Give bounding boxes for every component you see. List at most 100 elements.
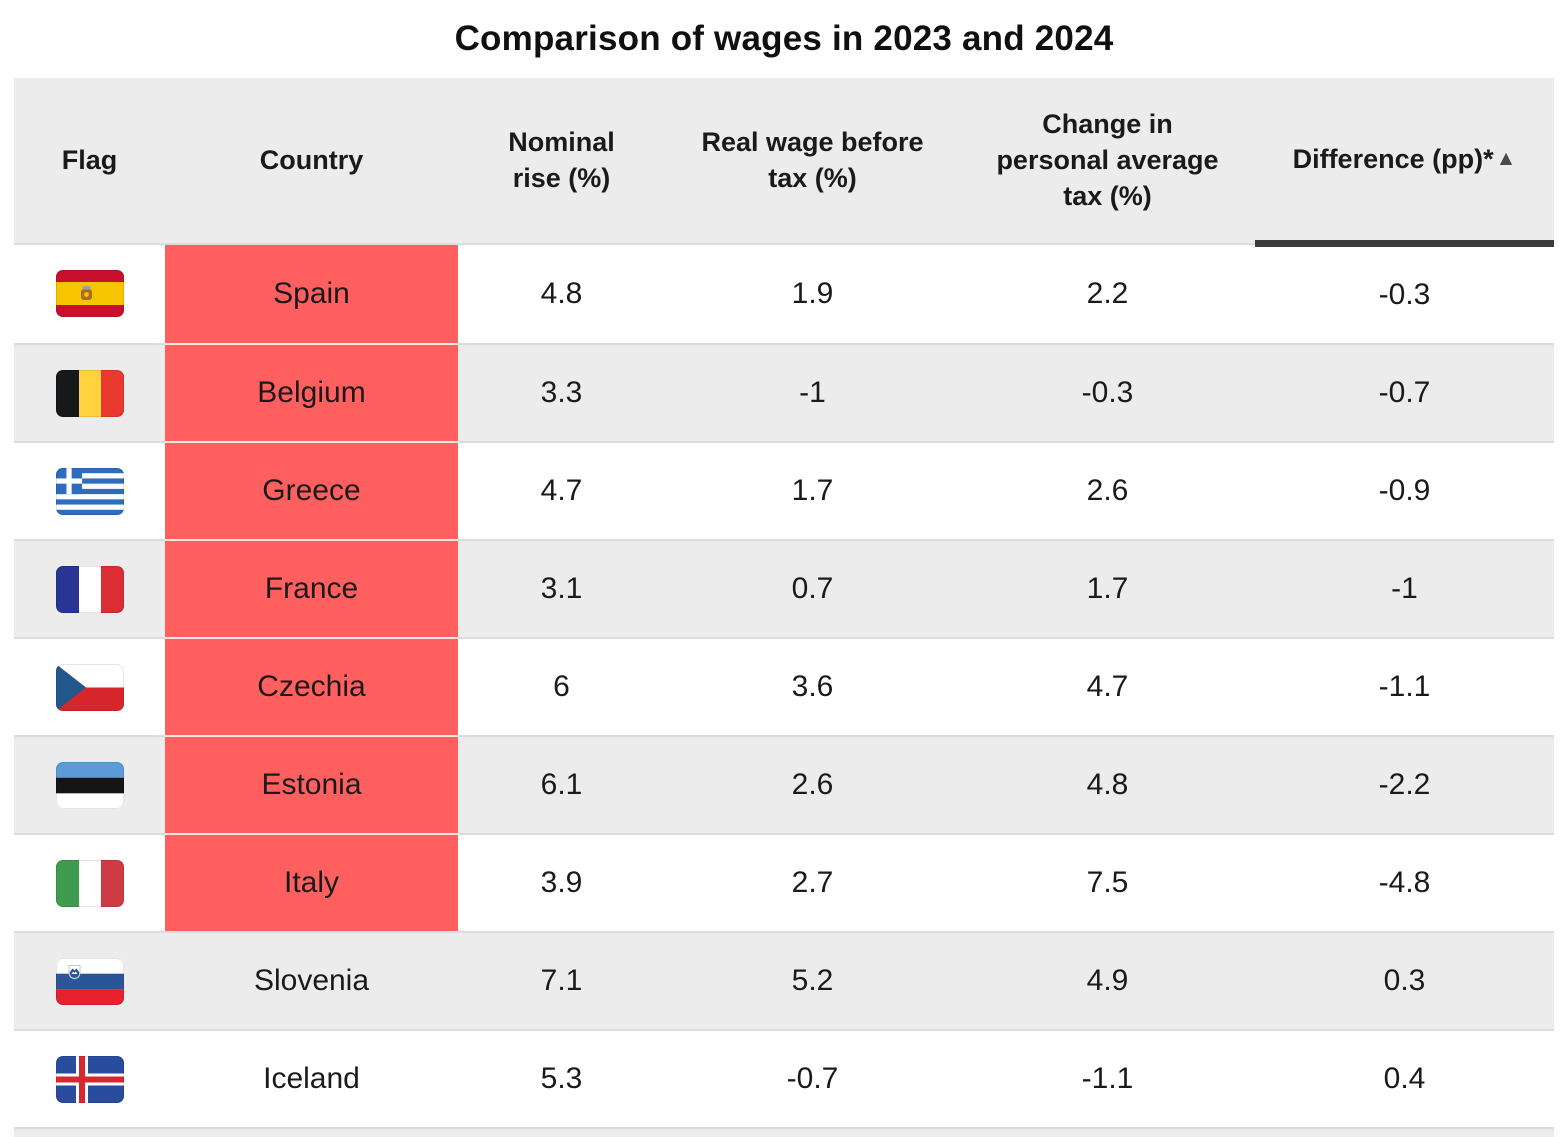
table-row: Italy 3.9 2.7 7.5 -4.8 bbox=[14, 833, 1554, 932]
flag-cell bbox=[14, 343, 165, 442]
table-row: Czechia 6 3.6 4.7 -1.1 bbox=[14, 637, 1554, 736]
real-wage-cell: 1.9 bbox=[665, 242, 960, 344]
country-cell: Estonia bbox=[165, 735, 458, 834]
greece-flag-icon bbox=[55, 467, 124, 515]
country-label: Iceland bbox=[263, 1062, 360, 1095]
flag-cell bbox=[14, 1127, 165, 1137]
difference-cell: -1.1 bbox=[1255, 637, 1554, 736]
table-row-partial bbox=[14, 1127, 1554, 1137]
real-wage-cell: 0.7 bbox=[665, 539, 960, 638]
difference-cell: 0.3 bbox=[1255, 931, 1554, 1030]
country-label: Estonia bbox=[261, 768, 362, 801]
country-label: Slovenia bbox=[253, 964, 370, 997]
real-wage-cell: -1 bbox=[665, 343, 960, 442]
flag-cell bbox=[14, 441, 165, 540]
country-cell: Italy bbox=[165, 833, 458, 932]
country-label: Belgium bbox=[257, 376, 366, 409]
real-wage-cell: -0.7 bbox=[665, 1029, 960, 1128]
flag-cell bbox=[14, 637, 165, 736]
nominal-rise-cell: 6 bbox=[458, 637, 665, 736]
column-header-nominal-rise[interactable]: Nominal rise (%) bbox=[458, 78, 665, 244]
difference-cell: -0.3 bbox=[1255, 242, 1554, 344]
flag-cell bbox=[14, 539, 165, 638]
country-cell bbox=[165, 1127, 458, 1137]
nominal-rise-cell: 3.1 bbox=[458, 539, 665, 638]
real-wage-cell: 3.6 bbox=[665, 637, 960, 736]
difference-cell: -4.8 bbox=[1255, 833, 1554, 932]
tax-change-cell: 4.9 bbox=[960, 931, 1255, 1030]
flag-cell bbox=[14, 833, 165, 932]
nominal-rise-cell bbox=[458, 1127, 665, 1137]
column-header-real-wage[interactable]: Real wage before tax (%) bbox=[665, 78, 960, 244]
nominal-rise-cell: 4.7 bbox=[458, 441, 665, 540]
nominal-rise-cell: 4.8 bbox=[458, 242, 665, 344]
tax-change-cell: 4.8 bbox=[960, 735, 1255, 834]
sort-ascending-icon: ▲ bbox=[1495, 146, 1517, 170]
country-cell: France bbox=[165, 539, 458, 638]
difference-cell: 0.4 bbox=[1255, 1029, 1554, 1128]
header-row: Flag Country Nominal rise (%) Real wage … bbox=[14, 78, 1554, 247]
flag-cell bbox=[14, 1029, 165, 1128]
tax-change-cell: -0.3 bbox=[960, 343, 1255, 442]
country-cell: Iceland bbox=[165, 1029, 458, 1128]
spain-flag-icon bbox=[55, 270, 124, 318]
czechia-flag-icon bbox=[55, 663, 124, 711]
real-wage-cell: 1.7 bbox=[665, 441, 960, 540]
flag-cell bbox=[14, 931, 165, 1030]
real-wage-cell: 2.7 bbox=[665, 833, 960, 932]
table-row: Estonia 6.1 2.6 4.8 -2.2 bbox=[14, 735, 1554, 834]
country-cell: Greece bbox=[165, 441, 458, 540]
page-title: Comparison of wages in 2023 and 2024 bbox=[454, 19, 1114, 58]
nominal-rise-cell: 7.1 bbox=[458, 931, 665, 1030]
real-wage-cell: 2.6 bbox=[665, 735, 960, 834]
wage-comparison-table: Flag Country Nominal rise (%) Real wage … bbox=[14, 78, 1554, 1137]
table-row: Iceland 5.3 -0.7 -1.1 0.4 bbox=[14, 1029, 1554, 1128]
country-cell: Czechia bbox=[165, 637, 458, 736]
nominal-rise-cell: 5.3 bbox=[458, 1029, 665, 1128]
country-label: France bbox=[264, 572, 359, 605]
column-header-country[interactable]: Country bbox=[165, 78, 458, 244]
difference-cell: -0.7 bbox=[1255, 343, 1554, 442]
country-cell: Slovenia bbox=[165, 931, 458, 1030]
table-row: Slovenia 7.1 5.2 4.9 0.3 bbox=[14, 931, 1554, 1030]
column-header-flag[interactable]: Flag bbox=[14, 78, 165, 244]
difference-cell: -2.2 bbox=[1255, 735, 1554, 834]
france-flag-icon bbox=[55, 565, 124, 613]
table-row: Spain 4.8 1.9 2.2 -0.3 bbox=[14, 242, 1554, 344]
slovenia-flag-icon bbox=[55, 957, 124, 1005]
nominal-rise-cell: 3.3 bbox=[458, 343, 665, 442]
country-label: Spain bbox=[273, 276, 350, 310]
tax-change-cell: 7.5 bbox=[960, 833, 1255, 932]
estonia-flag-icon bbox=[55, 761, 124, 809]
real-wage-cell bbox=[665, 1127, 960, 1137]
tax-change-cell: -1.1 bbox=[960, 1029, 1255, 1128]
nominal-rise-cell: 6.1 bbox=[458, 735, 665, 834]
table-row: Greece 4.7 1.7 2.6 -0.9 bbox=[14, 441, 1554, 540]
country-label: Czechia bbox=[257, 670, 366, 703]
column-header-difference-label: Difference (pp)* bbox=[1292, 143, 1494, 174]
belgium-flag-icon bbox=[55, 369, 124, 417]
difference-cell bbox=[1255, 1127, 1554, 1137]
country-cell: Belgium bbox=[165, 343, 458, 442]
flag-cell bbox=[14, 242, 165, 344]
tax-change-cell bbox=[960, 1127, 1255, 1137]
tax-change-cell: 2.2 bbox=[960, 242, 1255, 344]
real-wage-cell: 5.2 bbox=[665, 931, 960, 1030]
difference-cell: -1 bbox=[1255, 539, 1554, 638]
difference-cell: -0.9 bbox=[1255, 441, 1554, 540]
column-header-tax-change[interactable]: Change in personal average tax (%) bbox=[960, 78, 1255, 244]
country-label: Italy bbox=[283, 866, 340, 899]
nominal-rise-cell: 3.9 bbox=[458, 833, 665, 932]
column-header-difference[interactable]: Difference (pp)*▲ bbox=[1255, 78, 1554, 247]
italy-flag-icon bbox=[55, 859, 124, 907]
country-cell: Spain bbox=[165, 242, 458, 344]
table-row: France 3.1 0.7 1.7 -1 bbox=[14, 539, 1554, 638]
tax-change-cell: 2.6 bbox=[960, 441, 1255, 540]
tax-change-cell: 4.7 bbox=[960, 637, 1255, 736]
tax-change-cell: 1.7 bbox=[960, 539, 1255, 638]
flag-cell bbox=[14, 735, 165, 834]
iceland-flag-icon bbox=[55, 1055, 124, 1103]
country-label: Greece bbox=[262, 474, 361, 507]
table-row: Belgium 3.3 -1 -0.3 -0.7 bbox=[14, 343, 1554, 442]
